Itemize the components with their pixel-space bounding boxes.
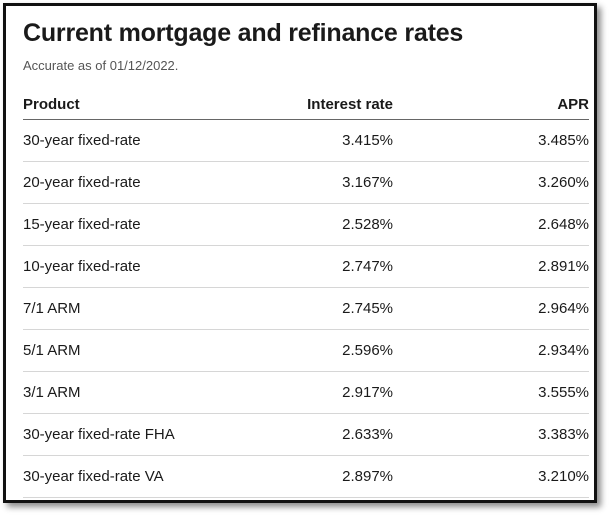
table-header-row: Product Interest rate APR: [23, 90, 589, 120]
product-cell: 30-year fixed-rate FHA: [23, 413, 263, 456]
product-cell: 20-year fixed-rate: [23, 161, 263, 204]
apr-cell: 2.891%: [393, 245, 589, 288]
interest-rate-cell: 2.633%: [263, 413, 393, 456]
apr-cell: 3.383%: [393, 413, 589, 456]
table-row: 30-year fixed-rate VA 2.897% 3.210%: [23, 455, 589, 498]
interest-rate-cell: 3.167%: [263, 161, 393, 204]
interest-rate-cell: 2.747%: [263, 245, 393, 288]
interest-rate-cell: 2.745%: [263, 287, 393, 330]
apr-cell: 2.648%: [393, 203, 589, 246]
product-cell: 30-year fixed-rate VA: [23, 455, 263, 498]
header-interest-rate: Interest rate: [263, 90, 393, 120]
apr-cell: 3.260%: [393, 161, 589, 204]
table-row: 7/1 ARM 2.745% 2.964%: [23, 287, 589, 330]
product-cell: 3/1 ARM: [23, 371, 263, 414]
table-row: 5/1 ARM 2.596% 2.934%: [23, 329, 589, 372]
interest-rate-cell: 3.415%: [263, 119, 393, 162]
interest-rate-cell: 2.528%: [263, 203, 393, 246]
table-row: 30-year fixed-rate 3.415% 3.485%: [23, 119, 589, 162]
interest-rate-cell: 2.897%: [263, 455, 393, 498]
interest-rate-cell: 2.596%: [263, 329, 393, 372]
apr-cell: 3.210%: [393, 455, 589, 498]
header-apr: APR: [393, 90, 589, 120]
table-row: 3/1 ARM 2.917% 3.555%: [23, 371, 589, 414]
product-cell: 15-year fixed-rate: [23, 203, 263, 246]
product-cell: 10-year fixed-rate: [23, 245, 263, 288]
apr-cell: 3.555%: [393, 371, 589, 414]
screenshot-frame: Current mortgage and refinance rates Acc…: [3, 3, 597, 503]
header-product: Product: [23, 90, 263, 120]
interest-rate-cell: 2.917%: [263, 371, 393, 414]
apr-cell: 3.485%: [393, 119, 589, 162]
table-row: 15-year fixed-rate 2.528% 2.648%: [23, 203, 589, 246]
product-cell: 7/1 ARM: [23, 287, 263, 330]
apr-cell: 2.934%: [393, 329, 589, 372]
table-row: 30-year fixed-rate FHA 2.633% 3.383%: [23, 413, 589, 456]
table-row: 20-year fixed-rate 3.167% 3.260%: [23, 161, 589, 204]
apr-cell: 2.964%: [393, 287, 589, 330]
rates-panel: Current mortgage and refinance rates Acc…: [23, 18, 589, 498]
product-cell: 5/1 ARM: [23, 329, 263, 372]
page-title: Current mortgage and refinance rates: [23, 19, 464, 47]
table-row: 10-year fixed-rate 2.747% 2.891%: [23, 245, 589, 288]
rates-table: Product Interest rate APR 30-year fixed-…: [23, 90, 589, 498]
product-cell: 30-year fixed-rate: [23, 119, 263, 162]
accuracy-note: Accurate as of 01/12/2022.: [23, 58, 179, 73]
